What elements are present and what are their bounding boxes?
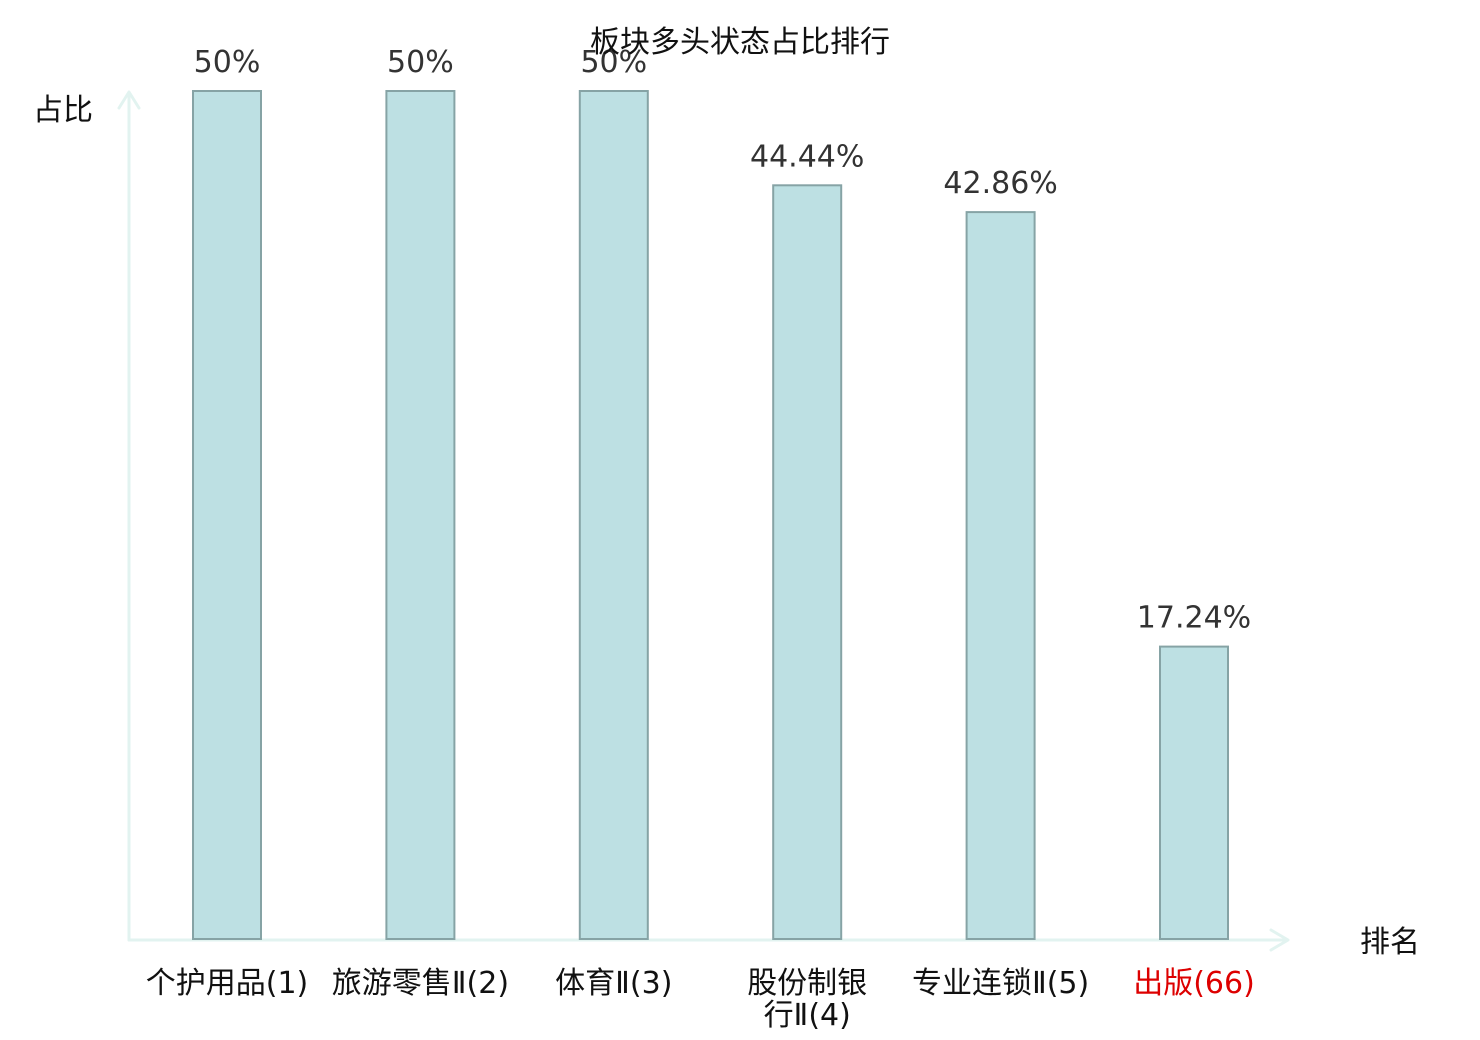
y-axis-label: 占比: [33, 93, 93, 128]
axes: [117, 90, 1290, 952]
data-label: 42.86%: [943, 166, 1057, 201]
data-label: 17.24%: [1137, 601, 1251, 636]
x-axis-label: 排名: [1360, 925, 1420, 960]
x-axis-arrow: [1269, 928, 1290, 952]
bar: [578, 90, 649, 940]
bar: [1159, 645, 1229, 940]
chart-title: 板块多头状态占比排行: [590, 25, 890, 60]
data-label: 50%: [580, 45, 647, 80]
bars: [192, 90, 1229, 941]
x-tick-label-highlighted: 出版(66): [1133, 966, 1255, 1001]
data-label: 44.44%: [750, 139, 864, 174]
bar: [385, 90, 456, 940]
bar: [772, 184, 843, 941]
x-tick-label: 个护用品(1): [146, 966, 309, 1001]
bar: [965, 211, 1036, 941]
data-label: 50%: [194, 45, 261, 80]
x-tick-label: 专业连锁Ⅱ(5): [912, 966, 1089, 1001]
data-label: 50%: [387, 45, 454, 80]
x-tick-label: 体育Ⅱ(3): [555, 966, 672, 1001]
bar: [192, 90, 262, 940]
value-labels: 50% 50% 50% 44.44% 42.86% 17.24%: [194, 45, 1252, 636]
x-tick-label: 股份制银行Ⅱ(4): [747, 966, 867, 1033]
y-axis-arrow: [117, 90, 141, 110]
x-tick-label: 旅游零售Ⅱ(2): [332, 966, 509, 1001]
x-tick-labels: 个护用品(1) 旅游零售Ⅱ(2) 体育Ⅱ(3) 股份制银行Ⅱ(4) 专业连锁Ⅱ(5) 出版…: [146, 966, 1255, 1033]
